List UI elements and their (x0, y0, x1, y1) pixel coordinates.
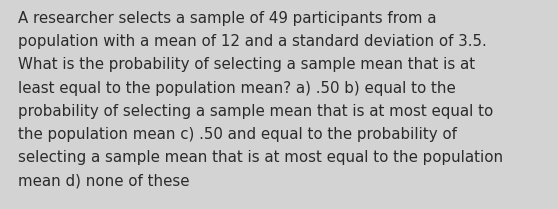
Text: selecting a sample mean that is at most equal to the population: selecting a sample mean that is at most … (18, 150, 503, 165)
Text: the population mean c) .50 and equal to the probability of: the population mean c) .50 and equal to … (18, 127, 457, 142)
Text: probability of selecting a sample mean that is at most equal to: probability of selecting a sample mean t… (18, 104, 493, 119)
Text: What is the probability of selecting a sample mean that is at: What is the probability of selecting a s… (18, 57, 475, 72)
Text: least equal to the population mean? a) .50 b) equal to the: least equal to the population mean? a) .… (18, 81, 456, 96)
Text: mean d) none of these: mean d) none of these (18, 173, 190, 188)
Text: population with a mean of 12 and a standard deviation of 3.5.: population with a mean of 12 and a stand… (18, 34, 487, 49)
Text: A researcher selects a sample of 49 participants from a: A researcher selects a sample of 49 part… (18, 11, 436, 26)
